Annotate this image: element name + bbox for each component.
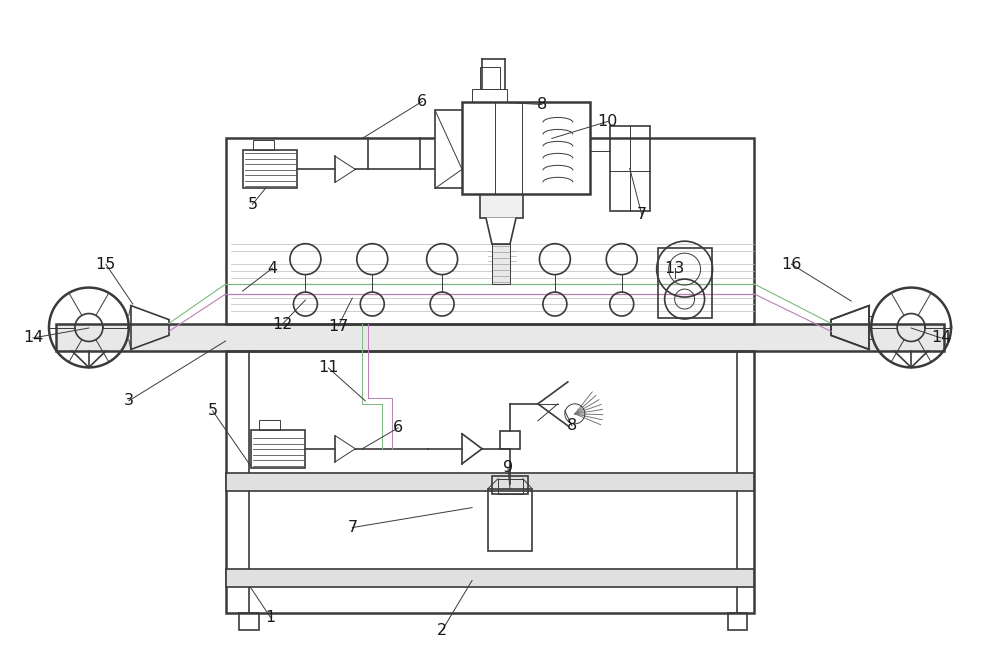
Bar: [498, 479, 523, 494]
Bar: [500, 431, 520, 449]
Text: 1: 1: [265, 610, 276, 625]
Bar: [480, 66, 500, 89]
Bar: [251, 430, 305, 468]
Text: 9: 9: [503, 461, 513, 475]
Polygon shape: [538, 404, 558, 420]
Bar: [492, 244, 510, 284]
Text: 12: 12: [272, 316, 293, 331]
Text: 7: 7: [637, 207, 647, 222]
Text: 8: 8: [567, 419, 577, 434]
Text: 5: 5: [247, 197, 258, 212]
Polygon shape: [131, 306, 169, 350]
Bar: [226, 569, 754, 588]
Bar: [492, 476, 528, 494]
Text: 14: 14: [23, 331, 43, 346]
Text: 4: 4: [267, 260, 278, 276]
Text: 6: 6: [393, 420, 403, 436]
Polygon shape: [831, 306, 869, 350]
Bar: [462, 102, 590, 194]
Text: 13: 13: [665, 260, 685, 276]
Text: 14: 14: [931, 331, 951, 346]
Text: 6: 6: [417, 94, 427, 109]
Bar: [435, 110, 477, 188]
Bar: [259, 420, 280, 430]
Text: 17: 17: [328, 319, 349, 333]
Text: 5: 5: [208, 403, 218, 419]
Bar: [253, 140, 274, 150]
Text: 15: 15: [96, 256, 116, 272]
Text: 16: 16: [781, 256, 802, 272]
Text: 3: 3: [124, 394, 134, 408]
Bar: [226, 351, 754, 613]
Bar: [243, 150, 297, 188]
Bar: [56, 324, 944, 351]
Bar: [488, 489, 532, 550]
Bar: [472, 89, 507, 102]
Text: 8: 8: [537, 97, 547, 112]
Bar: [610, 127, 650, 211]
Bar: [226, 138, 754, 324]
Text: 10: 10: [598, 114, 618, 129]
Bar: [477, 110, 509, 184]
Bar: [226, 473, 754, 491]
Bar: [658, 248, 712, 318]
Text: 2: 2: [437, 623, 447, 638]
Bar: [480, 180, 523, 218]
Bar: [239, 613, 259, 630]
Polygon shape: [486, 218, 516, 244]
Bar: [728, 613, 747, 630]
Text: 11: 11: [318, 360, 339, 375]
Text: 7: 7: [347, 520, 357, 535]
